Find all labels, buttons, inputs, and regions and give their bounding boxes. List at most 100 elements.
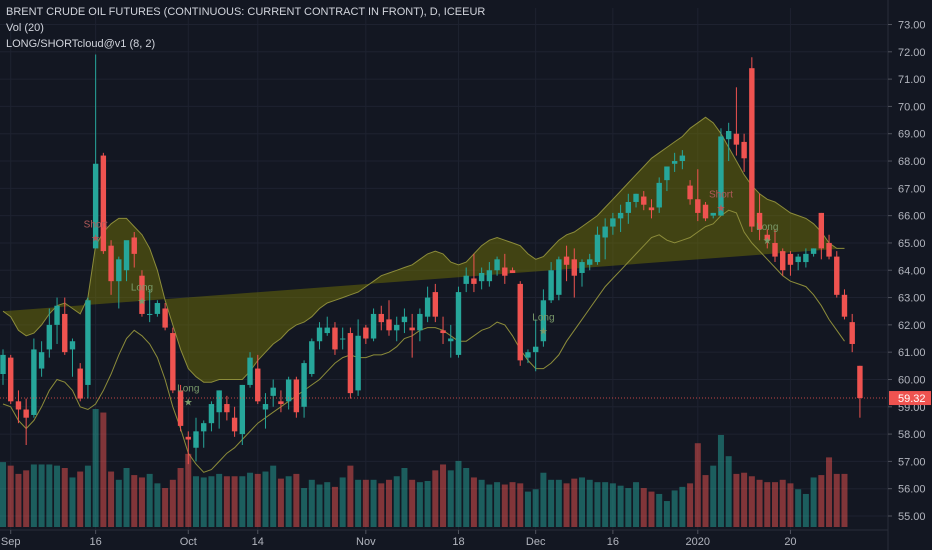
candle-body (710, 212, 716, 216)
time-axis-label: Dec (526, 536, 546, 548)
candle-body (224, 404, 230, 413)
candle-body (332, 327, 338, 350)
candle-body (803, 253, 809, 263)
volume-bar (409, 479, 416, 527)
volume-bar (671, 490, 678, 527)
symbol-title[interactable]: BRENT CRUDE OIL FUTURES (CONTINUOUS: CUR… (6, 6, 486, 18)
candle-body (749, 68, 755, 227)
volume-bar (463, 468, 470, 527)
volume-bar (795, 489, 802, 527)
volume-bar (115, 479, 122, 527)
volume-bar (38, 464, 45, 527)
price-axis-label: 58.00 (898, 429, 926, 441)
signal-label-short: Short (709, 189, 733, 200)
candle-body (764, 234, 770, 241)
volume-bar (208, 476, 215, 527)
volume-bar (301, 488, 308, 527)
candle-body (741, 141, 747, 159)
candle-body (702, 204, 709, 219)
time-axis-label: 18 (452, 536, 464, 548)
price-axis-label: 71.00 (898, 74, 926, 86)
candle-body (810, 248, 817, 254)
volume-bar (324, 482, 331, 527)
candle-body (417, 313, 423, 331)
candle-body (131, 237, 137, 254)
cloud-upper-line (2, 116, 845, 383)
volume-bar (270, 465, 277, 527)
candle-body (633, 193, 639, 202)
candle-body (363, 327, 369, 339)
candle-body (502, 267, 508, 276)
volume-bar (177, 468, 184, 527)
candle-body (826, 242, 832, 257)
volume-bar (316, 484, 323, 527)
candle-body (154, 303, 161, 314)
volume-bar (347, 465, 354, 527)
candle-body (85, 300, 91, 385)
volume-bar (486, 484, 493, 527)
volume-bar (841, 473, 848, 527)
price-axis-label: 60.00 (898, 374, 926, 386)
candle-body (378, 313, 384, 323)
volume-bar (656, 493, 663, 527)
volume-bar (679, 486, 686, 527)
volume-bar (277, 478, 284, 527)
candle-body (23, 409, 29, 418)
candle-body (162, 308, 168, 328)
volume-bar (185, 453, 192, 527)
volume-bar (216, 473, 223, 527)
cloud-band (3, 117, 845, 383)
candle-body (610, 218, 616, 227)
candle-body (77, 368, 83, 399)
volume-bar (239, 476, 246, 527)
candle-body (394, 324, 400, 331)
signal-label-long: Long (532, 312, 554, 323)
price-axis-label: 56.00 (898, 484, 926, 496)
candle-body (579, 262, 585, 273)
time-axis[interactable]: Sep 16 Oct 14 Nov 18 Dec 16 2020 20 (0, 529, 888, 548)
price-axis-label: 66.00 (898, 211, 926, 223)
signal-star-icon: ★ (539, 326, 548, 337)
time-axis-label: Nov (356, 536, 376, 548)
candle-body (116, 259, 122, 282)
volume-bar (555, 479, 562, 527)
candle-body (100, 155, 107, 252)
price-axis[interactable]: 73.00 72.00 71.00 70.00 69.00 68.00 67.00 66.00… (887, 0, 926, 550)
volume-bar (432, 470, 439, 527)
candle-body (725, 130, 732, 140)
candle-body (293, 379, 300, 413)
candle-body (347, 333, 354, 394)
price-axis-label: 73.00 (898, 20, 926, 32)
signal-label-long: Long (131, 282, 153, 293)
volume-bar (633, 482, 640, 527)
candle-body (671, 161, 678, 164)
candle-body (62, 313, 68, 353)
candle-body (687, 185, 693, 200)
volume-study-label[interactable]: Vol (20) (6, 22, 44, 34)
indicator-study-label[interactable]: LONG/SHORTcloud@v1 (8, 2) (6, 38, 156, 50)
candle-body (247, 357, 253, 385)
volume-bar (617, 485, 624, 527)
candle-body (270, 387, 276, 396)
volume-bar (100, 412, 107, 527)
candle-body (38, 352, 45, 369)
candle-body (795, 256, 801, 263)
candle-body (339, 338, 346, 340)
volume-bar (733, 473, 740, 527)
candle-body (818, 212, 825, 249)
last-price-marker: 59.32 (0, 391, 931, 406)
candle-body (587, 259, 593, 265)
volume-bar (602, 482, 609, 527)
volume-bars (0, 409, 848, 527)
candle-body (123, 240, 130, 271)
volume-bar (810, 477, 817, 527)
volume-bar (69, 477, 76, 527)
candle-body (478, 272, 485, 282)
candle-body (170, 333, 176, 391)
volume-bar (725, 456, 732, 527)
time-axis-label: Oct (180, 536, 197, 548)
candle-body (509, 270, 516, 273)
volume-bar (772, 482, 778, 527)
chart-legend: BRENT CRUDE OIL FUTURES (CONTINUOUS: CUR… (6, 4, 485, 52)
